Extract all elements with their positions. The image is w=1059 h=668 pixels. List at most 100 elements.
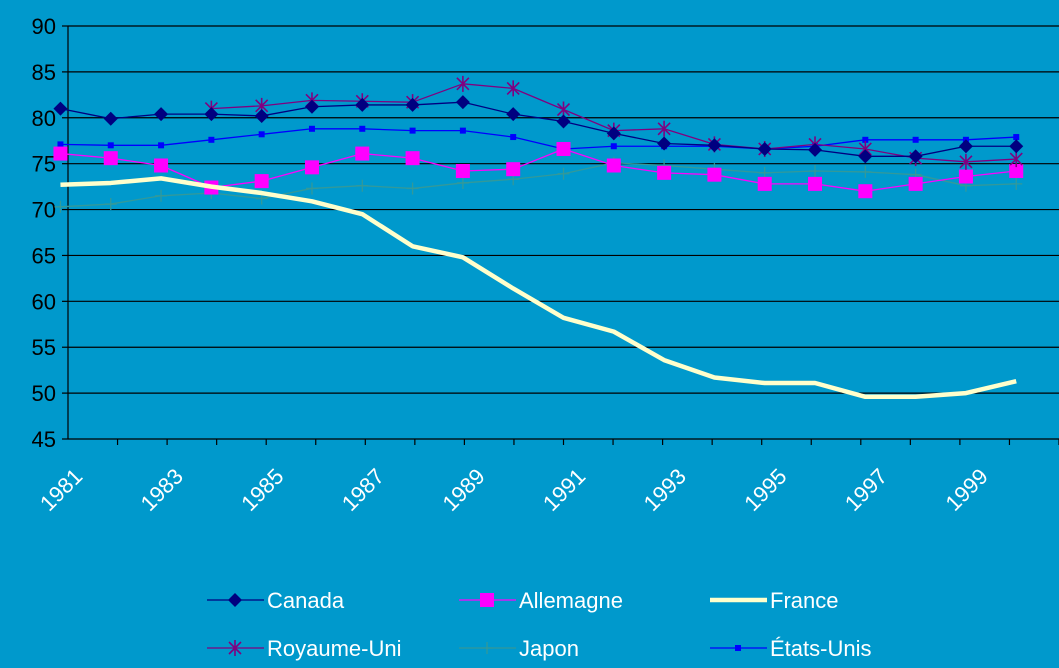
- x-tick-label: 1999: [940, 464, 992, 516]
- marker-square: [304, 160, 319, 175]
- marker-square: [606, 158, 621, 173]
- marker-diamond: [707, 138, 722, 153]
- marker-star: [506, 80, 520, 97]
- x-tick-label: 1991: [538, 464, 590, 516]
- marker-diamond: [154, 107, 169, 122]
- marker-diamond: [204, 107, 219, 122]
- y-tick-label: 70: [32, 198, 56, 223]
- marker-square: [154, 158, 169, 173]
- x-tick-label: 1985: [236, 464, 288, 516]
- y-tick-label: 85: [32, 60, 56, 85]
- marker-plus: [557, 167, 570, 180]
- y-tick-label: 60: [32, 289, 56, 314]
- x-tick-label: 1981: [35, 464, 87, 516]
- marker-diamond: [556, 114, 571, 129]
- marker-plus: [356, 179, 369, 192]
- marker-star: [657, 120, 671, 137]
- legend-item: Japon: [459, 636, 579, 661]
- marker-diamond: [958, 139, 973, 154]
- x-tick-label: 1987: [337, 464, 389, 516]
- x-tick-label: 1983: [136, 464, 188, 516]
- legend-item: États-Unis: [710, 636, 871, 661]
- x-tick-label: 1997: [840, 464, 892, 516]
- marker-plus: [155, 189, 168, 202]
- marker-star: [1009, 151, 1023, 168]
- marker-small-square: [610, 143, 617, 150]
- marker-plus: [1010, 177, 1023, 190]
- marker-small-square: [735, 645, 741, 651]
- marker-square: [480, 593, 494, 607]
- marker-diamond: [757, 141, 772, 156]
- series-canada: [53, 95, 1024, 164]
- marker-diamond: [254, 108, 269, 123]
- marker-diamond: [304, 99, 319, 114]
- marker-square: [556, 141, 571, 156]
- marker-square: [707, 167, 722, 182]
- y-tick-label: 65: [32, 243, 56, 268]
- marker-plus: [481, 642, 493, 654]
- y-tick-label: 50: [32, 381, 56, 406]
- marker-small-square: [208, 136, 215, 143]
- series-line: [60, 176, 1017, 400]
- legend-item: Canada: [207, 588, 345, 613]
- marker-square: [858, 184, 873, 199]
- legend-label: Allemagne: [519, 588, 623, 613]
- marker-star: [959, 153, 973, 170]
- marker-small-square: [57, 141, 64, 148]
- series-allemagne: [53, 141, 1024, 199]
- marker-diamond: [606, 126, 621, 141]
- marker-plus: [456, 176, 469, 189]
- marker-plus: [104, 198, 117, 211]
- marker-diamond: [455, 95, 470, 110]
- marker-star: [228, 640, 242, 656]
- series-états-unis: [57, 125, 1020, 152]
- legend: Canada Allemagne France Royaume-Uni Japon Éta…: [207, 588, 871, 661]
- marker-diamond: [657, 136, 672, 151]
- marker-diamond: [53, 101, 68, 116]
- marker-square: [757, 176, 772, 191]
- marker-square: [53, 146, 68, 161]
- y-tick-label: 75: [32, 152, 56, 177]
- marker-small-square: [158, 142, 165, 149]
- marker-square: [808, 176, 823, 191]
- legend-label: États-Unis: [770, 636, 871, 661]
- marker-plus: [809, 165, 822, 178]
- marker-small-square: [258, 131, 265, 138]
- marker-small-square: [359, 125, 366, 132]
- y-tick-label: 45: [32, 427, 56, 452]
- legend-label: France: [770, 588, 838, 613]
- series-france: [60, 176, 1017, 400]
- marker-diamond: [908, 149, 923, 164]
- marker-small-square: [409, 127, 416, 134]
- marker-plus: [859, 165, 872, 178]
- marker-small-square: [308, 125, 315, 132]
- series-line: [60, 162, 1017, 208]
- marker-small-square: [912, 136, 919, 143]
- marker-small-square: [107, 142, 114, 149]
- marker-square: [254, 174, 269, 189]
- marker-diamond: [228, 593, 242, 607]
- legend-item: Allemagne: [459, 588, 623, 613]
- marker-plus: [406, 182, 419, 195]
- marker-star: [456, 75, 470, 92]
- marker-square: [103, 151, 118, 166]
- marker-square: [455, 164, 470, 179]
- legend-item: France: [710, 588, 838, 613]
- series-line: [60, 101, 1017, 157]
- marker-diamond: [808, 142, 823, 157]
- marker-diamond: [1009, 139, 1024, 154]
- marker-square: [1009, 164, 1024, 179]
- marker-small-square: [862, 136, 869, 143]
- marker-diamond: [355, 97, 370, 112]
- series-line: [60, 128, 1017, 150]
- marker-square: [405, 151, 420, 166]
- y-tick-label: 80: [32, 106, 56, 131]
- marker-small-square: [1013, 134, 1020, 141]
- marker-small-square: [459, 127, 466, 134]
- legend-label: Japon: [519, 636, 579, 661]
- x-tick-label: 1995: [739, 464, 791, 516]
- legend-label: Canada: [267, 588, 345, 613]
- marker-square: [657, 165, 672, 180]
